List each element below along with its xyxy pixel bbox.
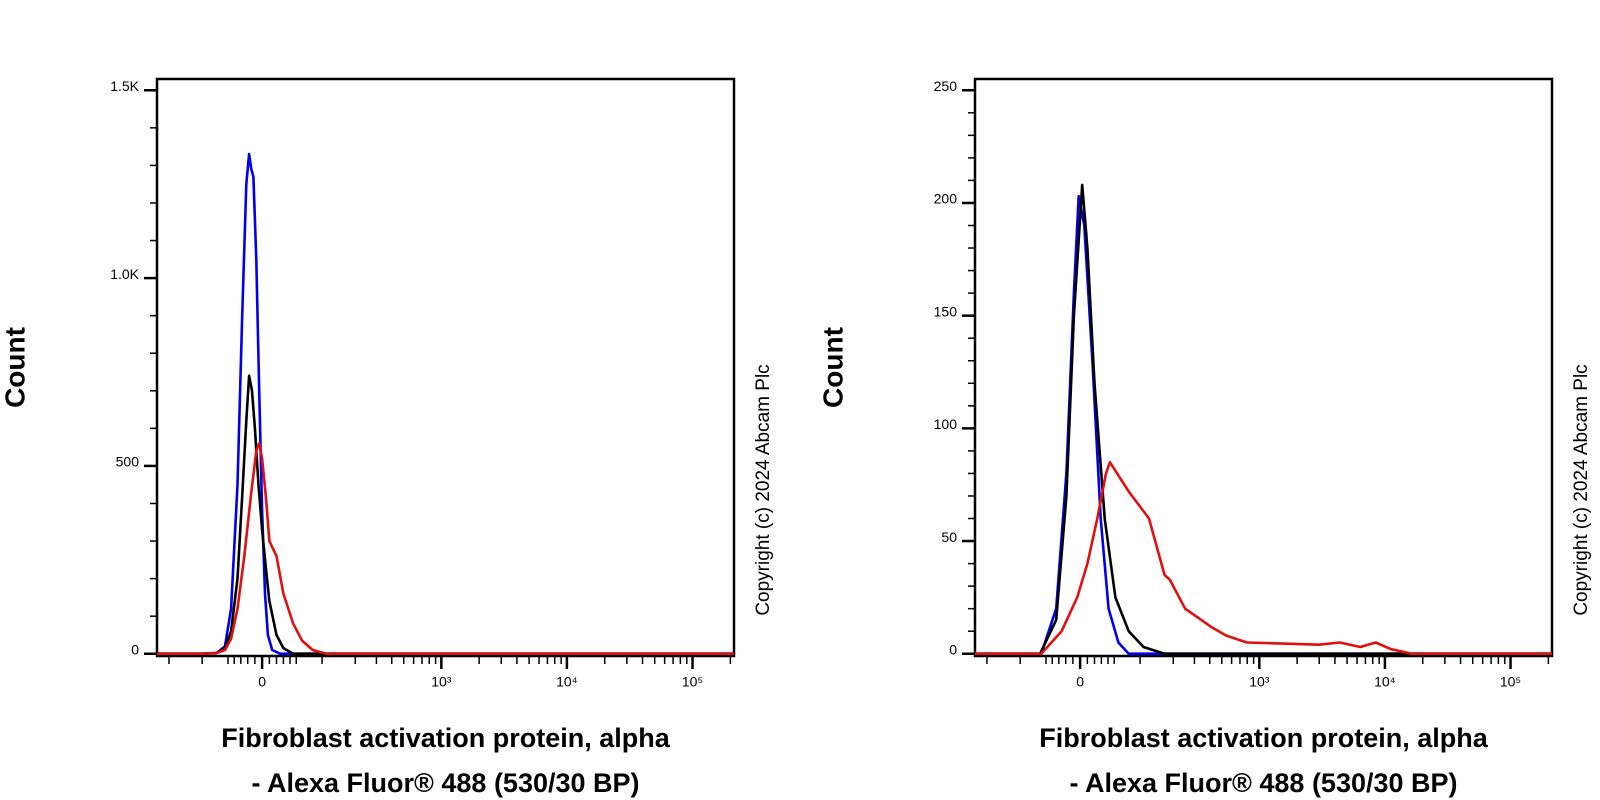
x-tick-label: 10⁴ bbox=[1374, 674, 1396, 690]
histogram-line bbox=[975, 460, 1552, 656]
y-tick-label: 100 bbox=[934, 416, 958, 432]
y-tick-label: 0 bbox=[131, 641, 139, 657]
y-tick-label: 0 bbox=[949, 641, 957, 657]
y-tick-label: 1.5K bbox=[110, 78, 139, 94]
x-tick-label: 0 bbox=[258, 674, 266, 690]
histogram-line bbox=[157, 152, 734, 656]
x-axis-label: - Alexa Fluor® 488 (530/30 BP) bbox=[1069, 768, 1457, 798]
plot-frame bbox=[973, 77, 1554, 658]
x-tick-label: 0 bbox=[1076, 674, 1084, 690]
y-tick-label: 500 bbox=[116, 454, 140, 470]
histogram-line bbox=[157, 442, 734, 656]
y-tick-label: 50 bbox=[941, 529, 957, 545]
x-tick-label: 10⁵ bbox=[1500, 674, 1521, 690]
x-tick-label: 10⁵ bbox=[682, 674, 703, 690]
y-tick-label: 200 bbox=[934, 191, 958, 207]
x-tick-label: 10³ bbox=[1249, 674, 1270, 690]
y-axis-label: Count bbox=[817, 327, 848, 408]
copyright: Copyright (c) 2024 Abcam Plc bbox=[1571, 364, 1592, 615]
x-axis-label: Fibroblast activation protein, alpha bbox=[221, 723, 671, 753]
histogram-line bbox=[157, 374, 734, 656]
histogram-line bbox=[975, 183, 1552, 656]
x-axis-label: - Alexa Fluor® 488 (530/30 BP) bbox=[251, 768, 639, 798]
y-axis-label: Count bbox=[0, 327, 30, 408]
copyright: Copyright (c) 2024 Abcam Plc bbox=[753, 364, 774, 615]
y-tick-label: 250 bbox=[934, 78, 958, 94]
x-tick-label: 10³ bbox=[431, 674, 452, 690]
x-axis-label: Fibroblast activation protein, alpha bbox=[1039, 723, 1489, 753]
y-tick-label: 1.0K bbox=[110, 266, 139, 282]
plot-frame bbox=[155, 77, 736, 658]
x-tick-label: 10⁴ bbox=[556, 674, 578, 690]
histogram-line bbox=[975, 194, 1552, 656]
y-tick-label: 150 bbox=[934, 303, 958, 319]
